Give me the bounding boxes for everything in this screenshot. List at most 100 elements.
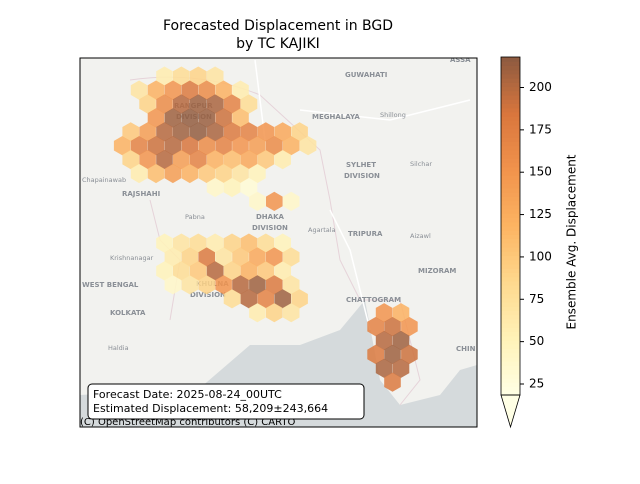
hex-cell xyxy=(181,275,199,295)
colorbar-frame xyxy=(500,56,521,396)
annotation-box xyxy=(87,383,365,420)
hex-cell xyxy=(401,344,418,364)
hex-cell xyxy=(232,163,249,184)
colorbar-step xyxy=(501,120,520,126)
colorbar-step xyxy=(501,86,520,92)
map-label: CHIN xyxy=(456,345,476,353)
chart-title: Forecasted Displacement in BGD xyxy=(163,18,393,34)
hex-cell xyxy=(266,191,283,211)
hex-cell xyxy=(223,122,241,142)
colorbar-step xyxy=(501,302,520,307)
hex-cell xyxy=(156,261,173,281)
hex-cell xyxy=(189,233,207,253)
hex-cell xyxy=(206,233,224,253)
map-label: Krishnanagar xyxy=(110,254,154,262)
hex-cell xyxy=(249,136,266,156)
colorbar-step xyxy=(501,331,520,337)
hex-cell xyxy=(257,289,275,309)
hex-cell xyxy=(257,122,275,142)
colorbar-tick-label: 100 xyxy=(529,249,552,263)
map-label: DIVISION xyxy=(344,172,380,180)
hex-cell xyxy=(181,247,199,267)
hex-cell xyxy=(291,122,308,142)
colorbar-step xyxy=(501,310,520,316)
colorbar-step xyxy=(501,90,520,96)
hex-cell xyxy=(266,247,283,267)
hex-cell xyxy=(198,80,215,100)
colorbar-step xyxy=(501,149,520,155)
colorbar-step xyxy=(501,133,520,138)
colorbar-step xyxy=(501,340,520,345)
map-label: MIZORAM xyxy=(418,267,456,275)
map-label: ASSA xyxy=(450,56,471,64)
hex-cell xyxy=(274,233,291,253)
colorbar-step xyxy=(501,365,520,371)
hex-cell xyxy=(249,191,266,211)
colorbar-tick-label: 75 xyxy=(529,292,544,306)
map-label: KOLKATA xyxy=(110,309,146,317)
hex-cell xyxy=(198,136,215,156)
map-label: RAJSHAHI xyxy=(122,190,160,198)
hex-cell xyxy=(240,233,258,253)
colorbar-step xyxy=(501,356,520,362)
hex-cell xyxy=(223,150,241,170)
hex-cell xyxy=(223,94,241,114)
map-label: Silchar xyxy=(410,160,432,168)
hex-cell xyxy=(249,247,266,267)
colorbar-step xyxy=(501,166,520,172)
hex-cell xyxy=(232,247,249,267)
hex-cell xyxy=(156,233,173,253)
hex-cell xyxy=(274,289,291,309)
colorbar-tick-label: 25 xyxy=(529,376,544,390)
colorbar-step xyxy=(501,369,520,375)
hex-cell xyxy=(198,275,215,295)
colorbar-step xyxy=(501,69,520,75)
hex-cell xyxy=(232,108,249,128)
colorbar-step xyxy=(501,390,520,396)
colorbar-step xyxy=(501,285,520,290)
hex-cell xyxy=(189,66,207,86)
hex-cell xyxy=(206,66,224,86)
colorbar-step xyxy=(501,217,520,223)
hex-cell xyxy=(139,94,156,114)
map-label: GUWAHATI xyxy=(345,71,387,79)
hex-cell xyxy=(156,66,173,86)
colorbar-step xyxy=(501,297,520,303)
map-label: Chapainawab xyxy=(82,176,126,184)
colorbar-step xyxy=(501,373,520,379)
hex-cell xyxy=(198,163,215,184)
map-label: SYLHET xyxy=(346,161,376,169)
hex-cell xyxy=(223,177,241,198)
hex-cell xyxy=(240,94,258,114)
hex-cell xyxy=(240,261,258,281)
hex-cell xyxy=(173,122,190,142)
colorbar-step xyxy=(501,234,520,240)
colorbar-step xyxy=(501,141,520,147)
map-label: CHATTOGRAM xyxy=(346,296,401,304)
colorbar: 25 50 75 100 125 150 175 200 xyxy=(500,56,552,429)
colorbar-tick-label: 175 xyxy=(529,122,552,136)
colorbar-step xyxy=(501,78,520,83)
colorbar-step xyxy=(501,221,520,227)
hex-cell xyxy=(215,136,232,156)
hex-cell xyxy=(215,247,232,267)
colorbar-tick-label: 50 xyxy=(529,334,544,348)
colorbar-step xyxy=(501,124,520,130)
hex-cell xyxy=(206,94,224,114)
colorbar-tick-label: 125 xyxy=(529,207,552,221)
hex-cell xyxy=(257,150,275,170)
hex-cell xyxy=(147,163,165,184)
hex-cell xyxy=(392,330,410,351)
hex-cell xyxy=(392,303,410,323)
map-label: Aizawl xyxy=(410,232,431,240)
hex-cell xyxy=(113,136,131,156)
hex-cell xyxy=(274,150,291,170)
hex-cell xyxy=(122,122,139,142)
hex-cell xyxy=(249,275,266,295)
hex-cell xyxy=(282,191,300,211)
hex-cell xyxy=(384,317,401,337)
hex-cell xyxy=(189,94,207,114)
hex-cell xyxy=(164,108,182,128)
colorbar-step xyxy=(501,352,520,358)
